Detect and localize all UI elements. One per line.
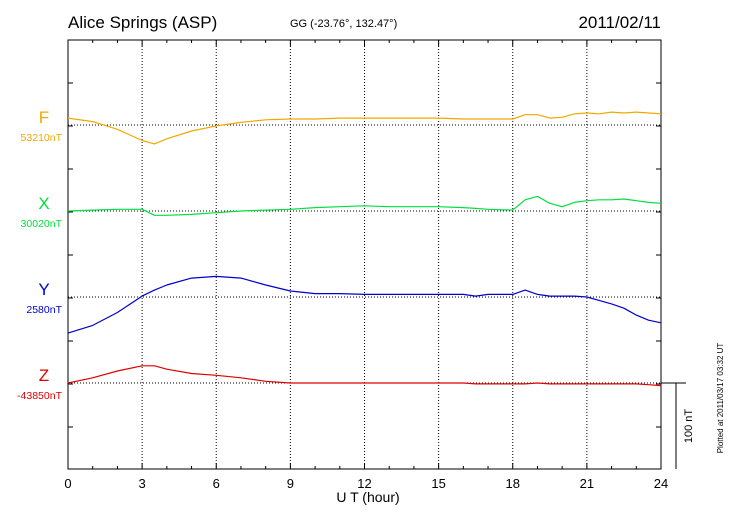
- station-title: Alice Springs (ASP): [68, 13, 217, 32]
- series-baseline-z: -43850nT: [17, 390, 63, 402]
- series-baseline-f: 53210nT: [21, 132, 63, 144]
- series-traces: [67, 111, 662, 387]
- trace-x: [67, 195, 662, 216]
- plotted-timestamp: Plotted at 2011/03/17 03:32 UT: [716, 343, 725, 454]
- plot-frame: [67, 39, 662, 470]
- x-tick-label: 3: [139, 476, 146, 491]
- grid-lines: [141, 40, 588, 469]
- x-tick-label: 21: [580, 476, 594, 491]
- series-name-y: Y: [38, 280, 49, 299]
- x-tick-labels: 0 3 6 9 12 15 18 21 24: [64, 476, 668, 491]
- station-coordinates: GG (-23.76°, 132.47°): [290, 18, 397, 30]
- series-name-f: F: [39, 108, 49, 127]
- trace-y: [67, 275, 662, 334]
- x-tick-label: 9: [287, 476, 294, 491]
- series-baseline-x: 30020nT: [21, 218, 63, 230]
- x-tick-label: 24: [654, 476, 668, 491]
- scale-bar: 100 nT: [661, 382, 695, 469]
- x-tick-label: 6: [213, 476, 220, 491]
- series-baseline-y: 2580nT: [26, 304, 62, 316]
- tick-marks: [67, 39, 662, 469]
- chart-date: 2011/02/11: [578, 13, 661, 32]
- x-tick-label: 12: [357, 476, 371, 491]
- x-tick-label: 18: [506, 476, 520, 491]
- x-tick-label: 0: [64, 476, 71, 491]
- series-labels: F 53210nT X 30020nT Y 2580nT Z -43850nT: [17, 108, 63, 402]
- scale-bar-label: 100 nT: [683, 409, 695, 444]
- trace-z: [67, 365, 662, 387]
- series-name-x: X: [38, 194, 49, 213]
- trace-f: [67, 111, 662, 145]
- series-name-z: Z: [39, 366, 49, 385]
- x-axis-label: U T (hour): [336, 489, 399, 505]
- x-tick-label: 15: [431, 476, 445, 491]
